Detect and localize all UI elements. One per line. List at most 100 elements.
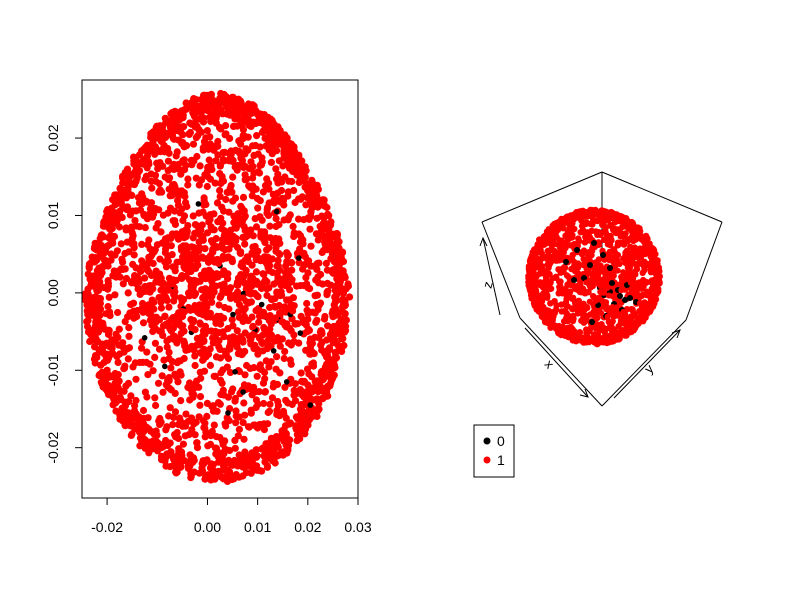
data-point-1 (224, 109, 232, 117)
data-point-1 (180, 339, 189, 347)
data-point-1 (233, 339, 241, 348)
data-point-1 (293, 249, 302, 257)
sphere-point-1 (565, 291, 573, 298)
data-point-1 (129, 260, 137, 268)
sphere-point-1 (594, 321, 602, 328)
data-point-1 (335, 244, 343, 252)
sphere-point-0 (571, 277, 577, 283)
sphere-point-1 (547, 300, 554, 307)
scatter-2d-panel: -0.02 0.00 0.01 0.02 0.03 -0.02 -0.01 0.00 0.01… (45, 79, 372, 535)
sphere-point-1 (586, 211, 594, 218)
data-point-1 (312, 191, 320, 199)
data-point-1 (178, 228, 186, 236)
data-point-1 (220, 450, 228, 458)
data-point-1 (227, 147, 235, 155)
sphere-point-0 (574, 247, 580, 253)
sphere-point-1 (530, 299, 538, 307)
data-point-1 (208, 298, 216, 306)
data-point-1 (102, 372, 110, 380)
x-axis-arrowhead (579, 388, 589, 398)
data-point-1 (284, 158, 292, 167)
data-point-1 (240, 163, 248, 172)
sphere-point-1 (593, 260, 600, 267)
data-point-1 (318, 327, 326, 335)
data-point-1 (113, 381, 121, 389)
data-point-1 (114, 358, 122, 366)
data-point-1 (313, 214, 321, 222)
data-point-1 (200, 201, 208, 209)
data-point-1 (241, 371, 249, 379)
data-point-1 (193, 341, 201, 349)
data-point-1 (216, 193, 224, 201)
data-point-1 (201, 433, 209, 441)
data-point-1 (266, 135, 274, 144)
data-point-1 (104, 330, 113, 338)
sphere-point-1 (580, 208, 587, 215)
sphere-point-1 (595, 280, 602, 287)
legend-box (473, 424, 515, 478)
data-point-1 (169, 462, 178, 470)
z-axis-label: z (480, 280, 496, 290)
data-point-1 (129, 207, 137, 215)
data-point-1 (288, 164, 296, 172)
data-point-1 (126, 416, 134, 424)
data-point-1 (182, 233, 190, 241)
data-point-1 (271, 314, 280, 322)
data-point-1 (96, 272, 105, 280)
data-point-1 (228, 256, 236, 264)
data-point-1 (286, 356, 294, 364)
data-point-1 (244, 423, 253, 431)
series-0-points (134, 201, 314, 416)
data-point-1 (329, 230, 337, 238)
sphere-point-1 (620, 269, 627, 276)
sphere-point-1 (538, 312, 546, 319)
data-point-1 (117, 265, 125, 273)
data-point-1 (221, 303, 229, 312)
sphere-point-1 (576, 238, 583, 245)
sphere-point-1 (623, 256, 630, 263)
data-point-1 (247, 406, 255, 414)
data-point-1 (159, 162, 167, 170)
sphere-point-1 (618, 273, 625, 281)
data-point-1 (190, 305, 198, 314)
data-point-1 (289, 222, 297, 231)
data-point-1 (326, 382, 334, 390)
data-point-1 (233, 294, 241, 302)
sphere-point-1 (584, 305, 591, 311)
data-point-1 (210, 372, 218, 380)
data-point-1 (291, 320, 299, 328)
data-point-1 (151, 394, 159, 402)
sphere-point-1 (637, 299, 643, 306)
data-point-1 (229, 385, 237, 393)
data-point-1 (123, 180, 131, 188)
data-point-1 (213, 110, 221, 118)
sphere-point-1 (557, 278, 564, 285)
data-point-1 (315, 400, 323, 408)
data-point-1 (196, 162, 204, 170)
data-point-1 (235, 367, 244, 376)
data-point-1 (255, 318, 263, 326)
data-point-1 (303, 365, 312, 373)
sphere-point-1 (583, 317, 590, 324)
sphere-point-0 (563, 259, 569, 265)
sphere-point-1 (593, 336, 600, 343)
data-point-1 (258, 158, 266, 166)
data-point-1 (315, 405, 323, 413)
data-point-1 (286, 286, 294, 294)
data-point-1 (208, 95, 216, 103)
data-point-1 (169, 332, 178, 340)
sphere-point-1 (627, 328, 634, 336)
data-point-1 (162, 263, 170, 271)
data-point-1 (138, 304, 147, 312)
data-point-1 (153, 274, 161, 282)
sphere-point-1 (526, 270, 534, 278)
data-point-1 (219, 255, 227, 263)
data-point-1 (229, 197, 237, 205)
data-point-1 (130, 314, 138, 322)
data-point-1 (190, 316, 198, 325)
data-point-1 (128, 191, 136, 199)
data-point-1 (249, 174, 257, 182)
data-point-1 (324, 287, 332, 295)
data-point-1 (155, 180, 163, 188)
data-point-1 (216, 124, 224, 132)
